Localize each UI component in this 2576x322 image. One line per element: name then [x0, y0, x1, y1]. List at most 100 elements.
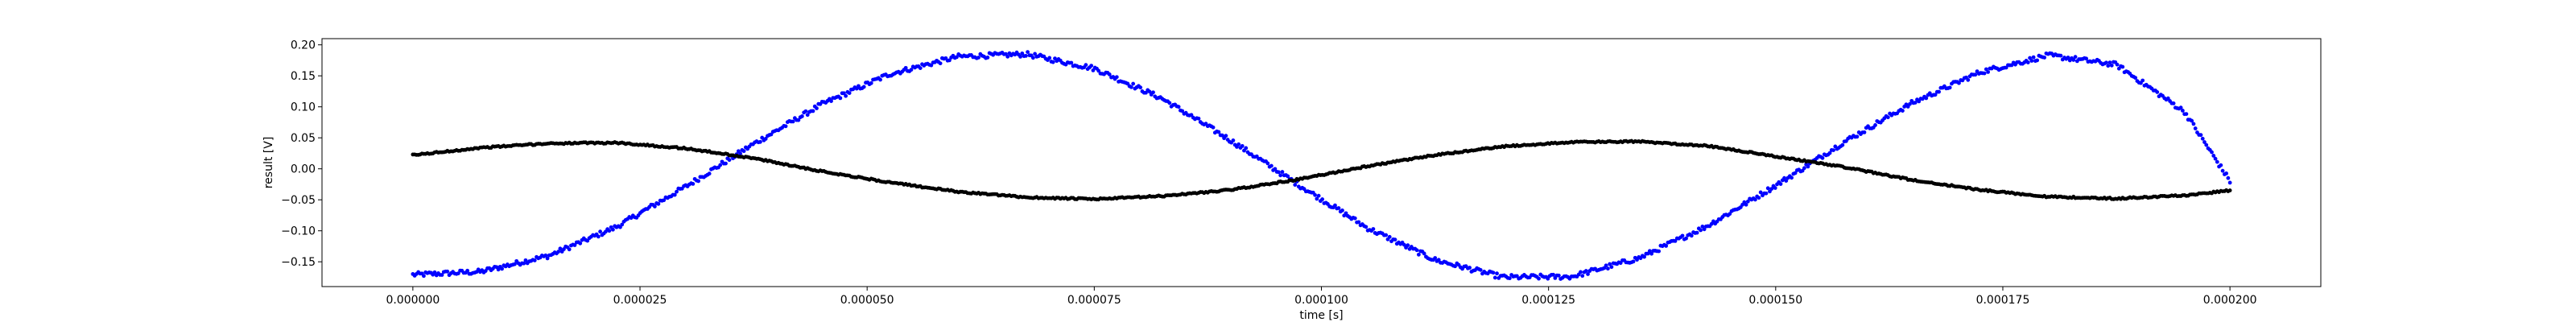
- data-point: [1084, 63, 1088, 68]
- data-point: [2210, 150, 2214, 155]
- data-point: [1765, 186, 1770, 191]
- data-point: [1924, 96, 1929, 101]
- data-point: [791, 119, 795, 124]
- series-layer: [411, 50, 2232, 281]
- data-point: [440, 273, 444, 277]
- data-point: [1293, 183, 1298, 187]
- data-point: [1240, 143, 1245, 148]
- data-point: [844, 93, 848, 98]
- data-point: [1231, 138, 1236, 142]
- data-point: [796, 118, 801, 122]
- data-point: [1957, 80, 1961, 85]
- data-point: [2106, 64, 2111, 68]
- data-point: [2178, 105, 2183, 110]
- data-point: [1778, 182, 1783, 186]
- data-point: [2193, 126, 2198, 130]
- data-point: [2171, 101, 2176, 105]
- x-tick-label: 0.000125: [1521, 294, 1575, 307]
- data-point: [1908, 101, 1912, 106]
- data-point: [1831, 148, 1835, 152]
- y-tick-label: −0.10: [281, 225, 316, 238]
- data-point: [1769, 187, 1774, 192]
- data-point: [1316, 193, 1321, 198]
- data-point: [1680, 233, 1685, 238]
- data-point: [1107, 72, 1112, 76]
- data-point: [2211, 154, 2216, 158]
- data-point: [1211, 125, 1216, 130]
- data-point: [556, 250, 561, 254]
- data-point: [1784, 179, 1789, 184]
- data-point: [2155, 90, 2160, 94]
- data-point: [1356, 220, 1361, 225]
- data-point: [938, 61, 943, 66]
- y-tick-label: 0.00: [291, 163, 316, 176]
- data-point: [1269, 163, 1274, 168]
- data-point: [1131, 81, 1136, 86]
- data-point: [1684, 236, 1688, 241]
- data-point: [1315, 196, 1319, 201]
- data-point: [1436, 258, 1441, 262]
- data-point: [805, 113, 810, 118]
- data-point: [1790, 175, 1794, 180]
- data-point: [1745, 199, 1750, 204]
- data-point: [2133, 76, 2138, 80]
- data-point: [1005, 54, 1010, 59]
- data-point: [847, 91, 852, 95]
- data-point: [2031, 55, 2036, 60]
- data-point: [1280, 170, 1285, 174]
- data-point: [523, 258, 528, 262]
- data-point: [1096, 68, 1101, 73]
- data-point: [1422, 251, 1426, 256]
- data-point: [1220, 133, 1224, 138]
- plot-area: [321, 38, 2322, 287]
- data-point: [841, 91, 846, 96]
- data-point: [2224, 171, 2229, 175]
- data-point: [1862, 130, 1867, 134]
- data-point: [1885, 115, 1890, 120]
- data-point: [1147, 89, 1152, 94]
- data-point: [1586, 272, 1590, 276]
- data-point: [567, 247, 572, 252]
- data-point: [691, 181, 696, 186]
- data-point: [1023, 54, 1028, 58]
- x-tick-label: 0.000150: [1748, 294, 1802, 307]
- data-point: [1973, 72, 1978, 77]
- data-point: [2190, 118, 2194, 123]
- data-point: [1647, 249, 1652, 254]
- data-point: [2035, 58, 2040, 63]
- data-point: [727, 158, 732, 163]
- data-point: [1802, 166, 1806, 171]
- data-point: [1657, 249, 1662, 254]
- data-point: [1273, 167, 1278, 171]
- data-point: [1917, 99, 1922, 104]
- data-point: [1583, 269, 1588, 273]
- data-point: [2200, 136, 2205, 141]
- data-point: [2226, 175, 2231, 180]
- data-point: [2219, 163, 2223, 167]
- y-tick-label: 0.10: [291, 101, 316, 114]
- data-point: [1051, 60, 1055, 64]
- data-point: [976, 56, 980, 60]
- data-point: [869, 80, 873, 85]
- x-tick-label: 0.000050: [840, 294, 894, 307]
- data-point: [1556, 273, 1561, 278]
- data-point: [1069, 60, 1074, 65]
- data-point: [1176, 105, 1181, 109]
- data-point: [1278, 173, 1283, 178]
- data-point: [598, 229, 602, 234]
- data-point: [1180, 109, 1185, 114]
- data-point: [1537, 276, 1541, 281]
- data-point: [1138, 85, 1143, 90]
- data-point: [1700, 224, 1705, 229]
- data-point: [696, 179, 701, 184]
- data-point: [1820, 155, 1825, 160]
- data-point: [2120, 64, 2125, 69]
- data-point: [656, 201, 661, 206]
- data-point: [1313, 192, 1317, 197]
- data-point: [545, 256, 550, 261]
- data-point: [2073, 55, 2078, 60]
- data-point: [1728, 212, 1732, 217]
- data-point: [985, 56, 990, 60]
- y-axis-label: result [V]: [262, 137, 275, 189]
